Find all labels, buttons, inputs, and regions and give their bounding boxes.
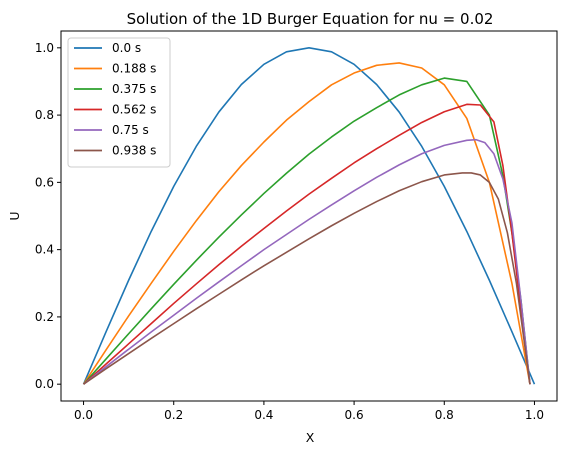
plot-frame bbox=[60, 30, 558, 402]
x-axis-label: X bbox=[306, 430, 315, 445]
y-axis-label: U bbox=[7, 211, 22, 220]
x-tick-label: 0.0 bbox=[74, 408, 93, 422]
y-tick-label: 0.8 bbox=[35, 108, 54, 122]
legend: 0.0 s 0.188 s 0.375 s 0.562 s 0.75 s 0.938 s bbox=[67, 37, 171, 168]
x-tick-label: 0.4 bbox=[254, 408, 273, 422]
plot-lines bbox=[82, 47, 536, 385]
y-axis: 0.0 0.2 0.4 0.6 0.8 1.0 bbox=[35, 41, 61, 391]
legend-label: 0.0 s bbox=[112, 41, 141, 55]
series-line-1 bbox=[82, 62, 531, 385]
series-line-2 bbox=[82, 77, 531, 385]
chart-title: Solution of the 1D Burger Equation for n… bbox=[127, 10, 494, 28]
series-line-3 bbox=[83, 103, 531, 385]
series-line-4 bbox=[83, 138, 531, 385]
y-tick-label: 0.0 bbox=[35, 377, 54, 391]
series-line-5 bbox=[83, 172, 531, 385]
legend-label: 0.938 s bbox=[112, 144, 156, 158]
x-tick-label: 0.2 bbox=[164, 408, 183, 422]
legend-label: 0.375 s bbox=[112, 82, 156, 96]
y-tick-label: 0.6 bbox=[35, 175, 54, 189]
x-tick-label: 1.0 bbox=[525, 408, 544, 422]
legend-label: 0.188 s bbox=[112, 62, 156, 76]
legend-box bbox=[67, 37, 171, 168]
y-tick-label: 1.0 bbox=[35, 41, 54, 55]
x-tick-label: 0.8 bbox=[435, 408, 454, 422]
legend-label: 0.562 s bbox=[112, 103, 156, 117]
series-line-0 bbox=[82, 47, 536, 385]
legend-label: 0.75 s bbox=[112, 123, 149, 137]
x-tick-label: 0.6 bbox=[345, 408, 364, 422]
x-axis: 0.0 0.2 0.4 0.6 0.8 1.0 bbox=[74, 401, 544, 422]
y-tick-label: 0.4 bbox=[35, 243, 54, 257]
y-tick-label: 0.2 bbox=[35, 310, 54, 324]
